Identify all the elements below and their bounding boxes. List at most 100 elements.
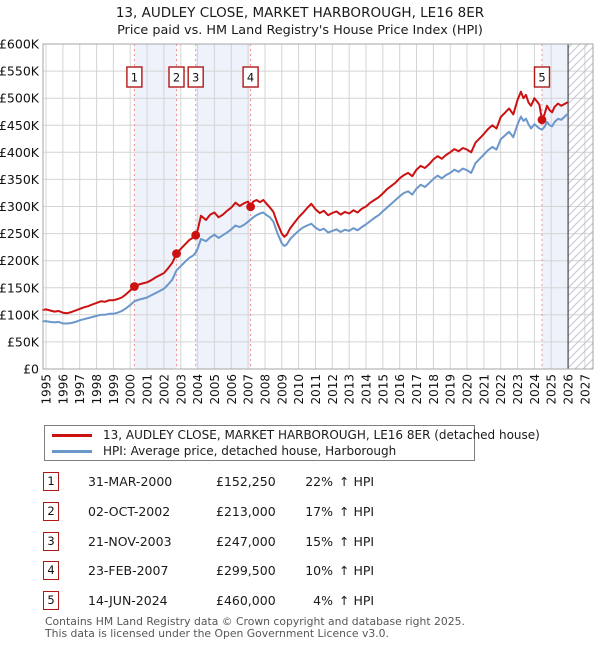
license-footer: Contains HM Land Registry data © Crown c… — [45, 616, 465, 639]
gridlines — [43, 43, 593, 370]
svg-text:£500K: £500K — [0, 91, 40, 106]
svg-text:2001: 2001 — [141, 374, 155, 405]
sale-price: £460,000 — [216, 593, 276, 609]
hpi-percent: 4% — [313, 593, 333, 609]
sale-date: 31-MAR-2000 — [88, 474, 173, 489]
sale-number-badge: 5 — [43, 591, 59, 611]
svg-text:2014: 2014 — [360, 374, 374, 405]
hpi-direction: ↑ HPI — [339, 474, 375, 489]
svg-text:2: 2 — [173, 71, 180, 85]
sale-hpi-comparison: 4% ↑ HPI — [293, 591, 374, 611]
y-axis-labels: £0 £50K £100K £150K £200K £250K £300K £350K £400… — [0, 37, 40, 377]
hpi-direction: ↑ HPI — [339, 593, 375, 609]
svg-text:2018: 2018 — [427, 374, 441, 405]
sale-hpi-comparison: 10% ↑ HPI — [293, 561, 374, 581]
sale-date: 23-FEB-2007 — [88, 563, 169, 579]
svg-text:2011: 2011 — [309, 374, 323, 405]
svg-text:2013: 2013 — [343, 374, 357, 405]
svg-text:2019: 2019 — [444, 374, 458, 405]
page-subtitle: Price paid vs. HM Land Registry's House … — [117, 23, 483, 38]
svg-text:1995: 1995 — [40, 374, 54, 405]
svg-text:2022: 2022 — [494, 374, 508, 405]
svg-text:5: 5 — [538, 71, 545, 85]
legend-row-property: 13, AUDLEY CLOSE, MARKET HARBOROUGH, LE1… — [45, 427, 540, 443]
hpi-direction: ↑ HPI — [339, 503, 375, 519]
table-row: 5 14-JUN-2024 £460,000 4% ↑ HPI — [43, 591, 523, 612]
table-row: 2 02-OCT-2002 £213,000 17% ↑ HPI — [43, 501, 523, 523]
svg-text:2020: 2020 — [461, 374, 475, 405]
svg-text:£600K: £600K — [0, 37, 40, 52]
svg-text:2007: 2007 — [242, 374, 256, 405]
hpi-direction: ↑ HPI — [339, 563, 375, 579]
svg-text:2009: 2009 — [275, 374, 289, 405]
svg-text:2025: 2025 — [545, 374, 559, 405]
svg-text:1999: 1999 — [107, 374, 121, 405]
sale-date: 21-NOV-2003 — [88, 533, 172, 549]
svg-text:4: 4 — [247, 71, 254, 85]
plot-border — [42, 43, 594, 370]
svg-text:1: 1 — [131, 71, 138, 85]
hpi-percent: 10% — [305, 563, 333, 579]
svg-text:£150K: £150K — [0, 280, 40, 295]
svg-text:£200K: £200K — [0, 253, 40, 268]
sale-date-lines — [133, 44, 543, 369]
svg-text:£100K: £100K — [0, 307, 40, 322]
page-title: 13, AUDLEY CLOSE, MARKET HARBOROUGH, LE1… — [115, 5, 485, 21]
footer-line-1: Contains HM Land Registry data © Crown c… — [45, 615, 465, 628]
svg-text:1998: 1998 — [90, 374, 104, 405]
svg-text:£250K: £250K — [0, 226, 40, 241]
svg-text:2026: 2026 — [562, 374, 576, 405]
hpi-average-line — [42, 113, 569, 325]
future-hatch-region — [568, 44, 593, 369]
svg-text:2002: 2002 — [157, 374, 171, 405]
svg-text:2003: 2003 — [174, 374, 188, 405]
svg-text:2006: 2006 — [225, 374, 239, 405]
svg-text:£450K: £450K — [0, 118, 40, 133]
sale-hpi-comparison: 17% ↑ HPI — [293, 502, 374, 522]
sale-hpi-comparison: 15% ↑ HPI — [293, 532, 374, 552]
hpi-percent: 17% — [305, 503, 333, 519]
svg-text:3: 3 — [192, 71, 199, 85]
sale-number-badge: 3 — [43, 531, 59, 551]
sale-date: 14-JUN-2024 — [88, 593, 168, 609]
hpi-direction: ↑ HPI — [339, 533, 375, 549]
legend-hpi-label: HPI: Average price, detached house, Harb… — [103, 444, 397, 458]
sale-price: £247,000 — [216, 533, 276, 549]
sale-number-badge: 2 — [43, 501, 59, 521]
hpi-percent: 15% — [305, 533, 333, 549]
table-row: 4 23-FEB-2007 £299,500 10% ↑ HPI — [43, 561, 523, 582]
svg-text:2021: 2021 — [477, 374, 491, 405]
legend-row-hpi: HPI: Average price, detached house, Harb… — [45, 443, 474, 459]
svg-text:1996: 1996 — [56, 374, 70, 405]
table-row: 3 21-NOV-2003 £247,000 15% ↑ HPI — [43, 531, 523, 553]
sale-hpi-comparison: 22% ↑ HPI — [293, 472, 374, 492]
sales-table: 1 31-MAR-2000 £152,250 22% ↑ HPI 2 02-OCT-2002… — [43, 472, 523, 617]
sale-price: £152,250 — [216, 474, 276, 489]
svg-text:£300K: £300K — [0, 199, 40, 214]
sale-date: 02-OCT-2002 — [88, 503, 171, 519]
x-axis-labels: 1995 1996 1997 1998 1999 2000 2001 2002 2003 2004… — [40, 374, 593, 405]
svg-text:2017: 2017 — [410, 374, 424, 405]
svg-text:£350K: £350K — [0, 172, 40, 187]
sale-markers — [130, 115, 547, 291]
svg-text:2024: 2024 — [528, 374, 542, 405]
svg-text:£0: £0 — [23, 362, 39, 377]
price-history-chart: 1 2 3 4 5£0£50K£100K£150K£200K£250K£300K£350… — [0, 37, 594, 405]
svg-text:2004: 2004 — [191, 374, 205, 405]
svg-text:2023: 2023 — [511, 374, 525, 405]
svg-text:£50K: £50K — [7, 334, 40, 349]
svg-text:2005: 2005 — [208, 374, 222, 405]
table-row: 1 31-MAR-2000 £152,250 22% ↑ HPI — [43, 472, 523, 493]
hpi-line-swatch — [52, 449, 92, 453]
hpi-percent: 22% — [305, 474, 333, 489]
svg-text:2008: 2008 — [259, 374, 273, 405]
svg-text:2015: 2015 — [376, 374, 390, 405]
legend-property-label: 13, AUDLEY CLOSE, MARKET HARBOROUGH, LE1… — [103, 428, 540, 442]
svg-text:£400K: £400K — [0, 145, 40, 160]
sale-number-badge: 1 — [43, 472, 59, 491]
svg-text:2027: 2027 — [578, 374, 592, 405]
sale-number-badge: 4 — [43, 561, 59, 581]
sale-price: £299,500 — [216, 563, 276, 579]
